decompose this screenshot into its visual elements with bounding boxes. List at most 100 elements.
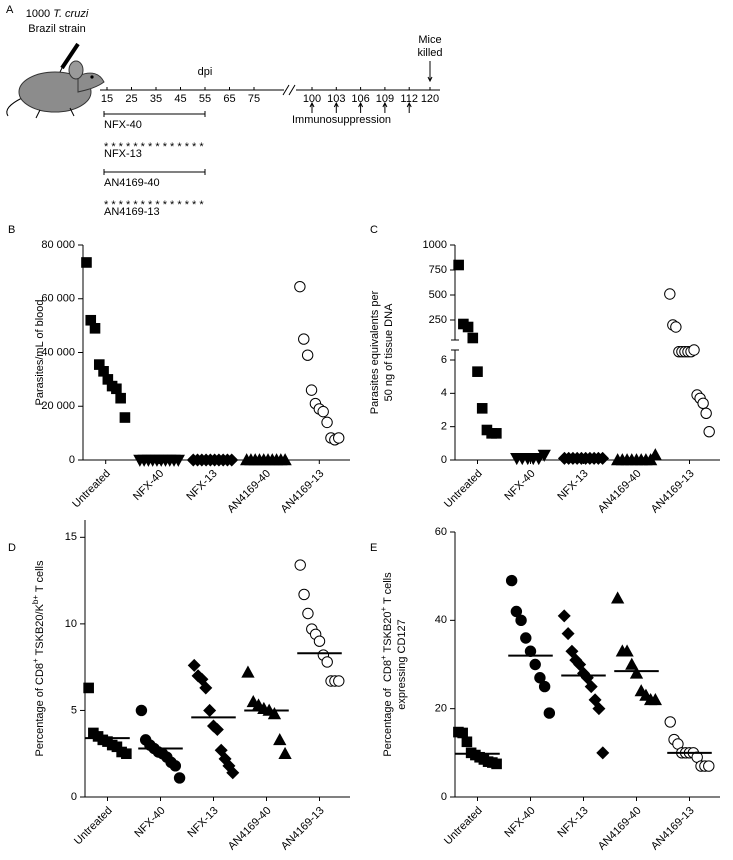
point xyxy=(510,605,523,618)
point xyxy=(83,682,94,694)
y-axis-label-part: TSKB20 xyxy=(382,612,394,656)
point xyxy=(611,591,625,604)
y-axis-label-part: b+ xyxy=(31,595,40,604)
point xyxy=(173,772,186,784)
timeline-break xyxy=(282,84,296,96)
y-axis-label-part: Parasites/mL of blood xyxy=(34,300,46,406)
day-label: 15 xyxy=(101,93,113,105)
y-axis-label-part: + xyxy=(31,658,40,663)
y-tick-label: 40 000 xyxy=(41,346,75,358)
syringe-needle xyxy=(59,65,64,73)
point xyxy=(461,736,473,748)
point xyxy=(273,733,287,746)
inoculum: 1000 T. cruzi xyxy=(26,8,89,20)
y-axis-label: expressing CD127 xyxy=(396,619,408,710)
point xyxy=(620,644,634,657)
day-label: 45 xyxy=(174,93,186,105)
y-tick-label: 60 xyxy=(435,526,447,538)
x-tick-label: AN4169-13 xyxy=(279,468,327,516)
point xyxy=(169,760,182,772)
point xyxy=(670,321,682,333)
panel-label: B xyxy=(8,224,15,236)
point xyxy=(321,416,333,429)
point xyxy=(171,454,185,467)
immunosuppression-arrow xyxy=(406,101,412,113)
point xyxy=(648,692,662,706)
point xyxy=(688,344,700,356)
point xyxy=(467,332,479,344)
point xyxy=(317,405,329,418)
y-axis-label-part: TSKB20/K xyxy=(34,603,46,658)
x-tick-label: NFX-13 xyxy=(184,468,219,503)
point xyxy=(210,722,224,736)
daily-doses: * * * * * * * * * * * * * * xyxy=(104,141,204,153)
point xyxy=(333,675,345,687)
x-tick-label: AN4169-40 xyxy=(596,805,644,853)
point xyxy=(534,672,546,684)
point xyxy=(462,321,474,333)
point xyxy=(476,403,488,414)
point xyxy=(119,412,131,423)
day-label: 112 xyxy=(400,93,418,105)
panel-label: C xyxy=(370,224,378,236)
treatment-label: NFX-13 xyxy=(104,148,142,160)
y-tick-label: 15 xyxy=(65,531,77,543)
immunosuppression: Immunosuppression xyxy=(292,114,391,126)
point xyxy=(664,288,676,300)
point xyxy=(111,383,122,395)
point xyxy=(505,574,518,587)
y-tick-label: 0 xyxy=(441,791,447,803)
immunosuppression-arrow xyxy=(382,101,388,113)
point xyxy=(302,607,314,620)
mouse-illustration xyxy=(6,42,105,119)
point xyxy=(187,658,201,672)
y-tick-label: 750 xyxy=(429,264,447,276)
x-tick-label: NFX-13 xyxy=(185,805,220,840)
point xyxy=(225,453,239,467)
panel-label: E xyxy=(370,542,377,554)
treatment-label: AN4169-13 xyxy=(104,206,160,218)
mouse-body xyxy=(18,71,92,113)
x-tick-label: NFX-40 xyxy=(132,805,167,840)
treatment-bar xyxy=(103,111,206,117)
point xyxy=(520,632,532,644)
point xyxy=(115,392,126,404)
panel-label: A xyxy=(6,4,14,16)
point xyxy=(592,702,606,716)
point xyxy=(491,428,502,439)
y-axis-label-part: T cells xyxy=(382,572,394,607)
point xyxy=(301,349,314,361)
point xyxy=(573,657,587,672)
y-tick-label: 10 xyxy=(65,618,77,630)
x-tick-label: NFX-40 xyxy=(502,805,537,840)
immunosuppression-arrow xyxy=(309,101,315,113)
y-tick-label: 60 000 xyxy=(41,293,75,305)
point xyxy=(298,588,310,601)
y-tick-label: 20 000 xyxy=(41,400,75,412)
y-tick-label: 1000 xyxy=(423,239,447,251)
inoculum-species: T. cruzi xyxy=(53,8,89,20)
day-label: 65 xyxy=(223,93,235,105)
y-tick-label: 0 xyxy=(69,454,75,466)
mouse-eye xyxy=(90,75,94,79)
point xyxy=(703,760,715,772)
immunosuppression-arrow xyxy=(333,101,339,113)
y-axis-label-part: expressing CD127 xyxy=(396,619,408,710)
mouse-legs xyxy=(35,107,75,119)
point xyxy=(596,451,610,465)
point xyxy=(557,609,571,623)
y-tick-label: 80 000 xyxy=(41,239,75,251)
y-axis-label: Percentage of CD8+ TSKB20/Kb+ T cells xyxy=(31,560,46,757)
day-label: 106 xyxy=(351,93,369,105)
point xyxy=(515,614,527,627)
y-tick-label: 2 xyxy=(441,421,447,433)
day-label: 75 xyxy=(248,93,260,105)
point xyxy=(664,716,676,728)
x-tick-label: NFX-13 xyxy=(555,805,590,840)
daily-doses: * * * * * * * * * * * * * * xyxy=(104,199,204,211)
day-label: 120 xyxy=(421,93,439,105)
point xyxy=(226,766,240,780)
endpoint: Mice xyxy=(418,34,441,46)
point xyxy=(625,657,639,670)
point xyxy=(561,627,575,641)
